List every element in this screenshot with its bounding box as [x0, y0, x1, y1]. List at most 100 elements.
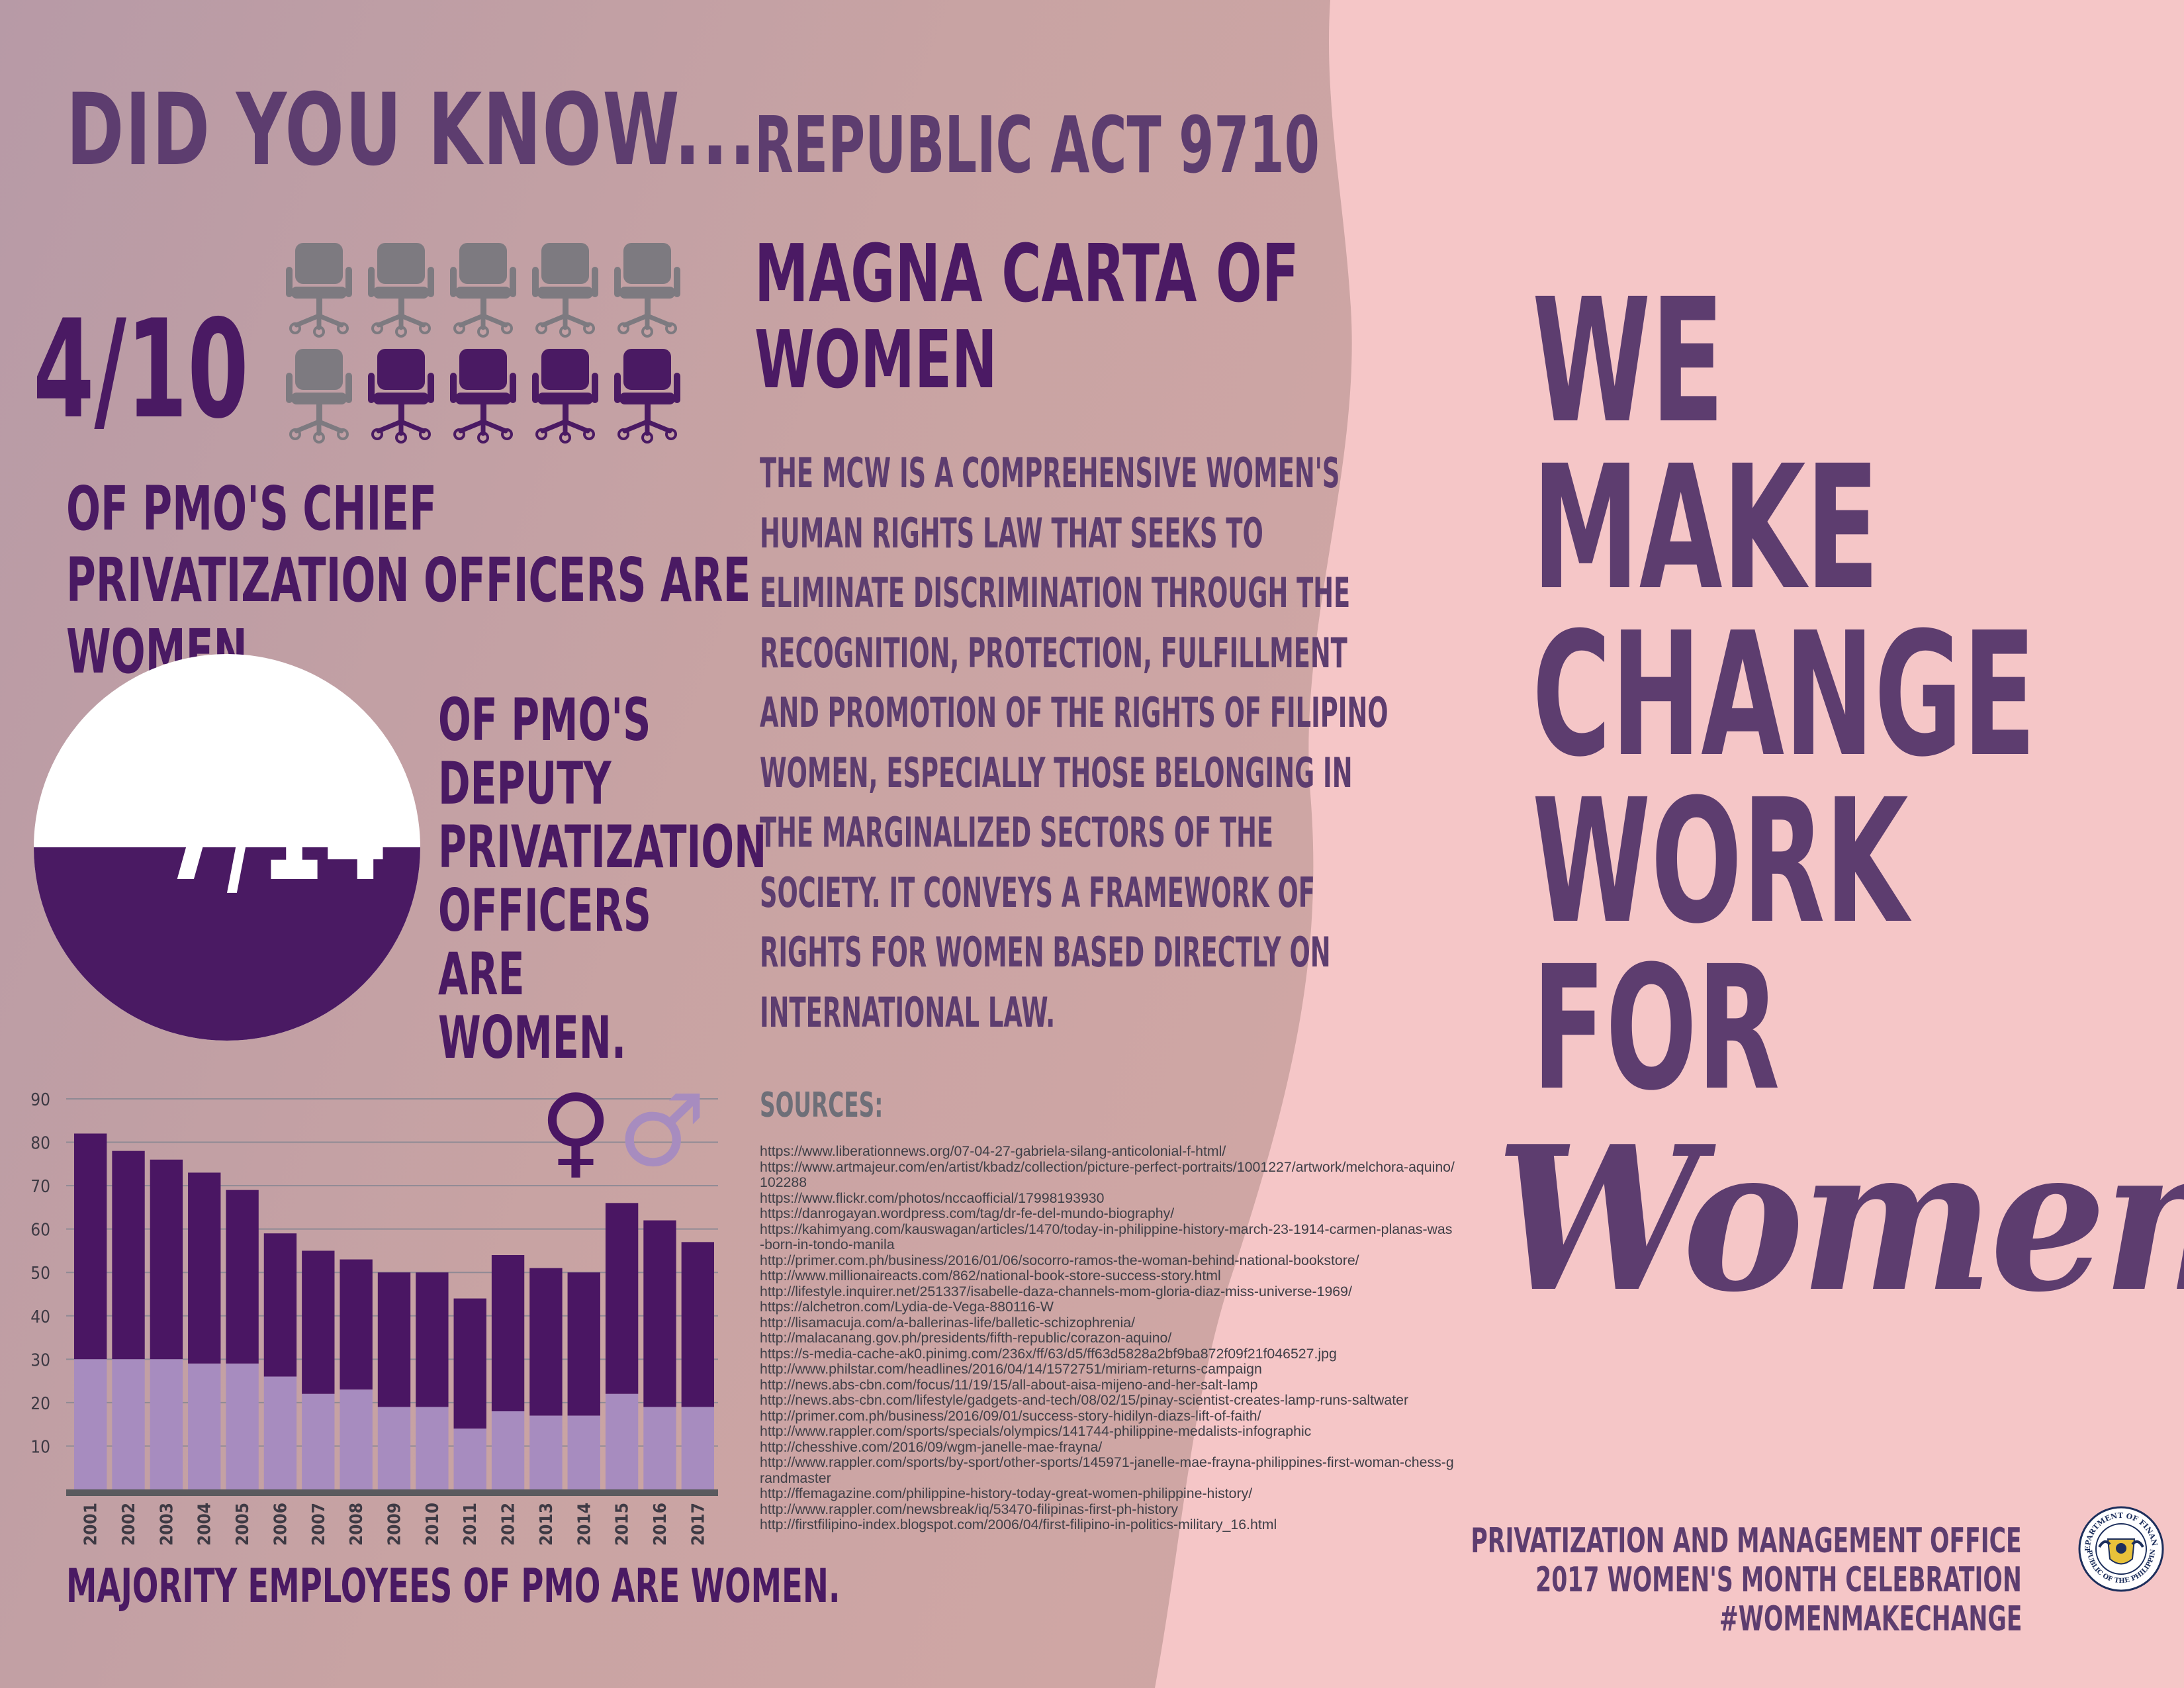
- source-link[interactable]: http://www.rappler.com/sports/specials/o…: [760, 1423, 1312, 1439]
- source-link[interactable]: http://primer.com.ph/business/2016/01/06…: [760, 1252, 1359, 1268]
- bar-women: [529, 1268, 563, 1416]
- y-tick-label: 40: [30, 1307, 50, 1327]
- bar-women: [188, 1172, 221, 1364]
- bar-men: [453, 1429, 486, 1489]
- source-link[interactable]: https://www.flickr.com/photos/nccaoffici…: [760, 1190, 1105, 1206]
- chair-icon: [614, 349, 680, 444]
- source-link[interactable]: http://primer.com.ph/business/2016/09/01…: [760, 1407, 1261, 1424]
- x-tick-label: 2009: [385, 1503, 405, 1546]
- female-symbol-icon: ♀: [539, 1079, 612, 1189]
- footer-office: PRIVATIZATION AND MANAGEMENT OFFICE: [1471, 1521, 2022, 1561]
- source-link[interactable]: https://www.liberationnews.org/07-04-27-…: [760, 1143, 1226, 1159]
- x-tick-label: 2001: [81, 1503, 101, 1546]
- x-tick-label: 2014: [574, 1503, 594, 1546]
- footer-event: 2017 WOMEN'S MONTH CELEBRATION: [1535, 1560, 2022, 1600]
- bar-women: [263, 1233, 297, 1377]
- bar-women: [416, 1272, 449, 1407]
- male-symbol-icon: ♂: [617, 1079, 706, 1189]
- x-tick-label: 2015: [613, 1503, 633, 1546]
- chief-fraction: 4/10: [33, 291, 249, 449]
- magna-carta-description: THE MCW IS A COMPREHENSIVE WOMEN'S HUMAN…: [760, 449, 1388, 1037]
- sources-list: https://www.liberationnews.org/07-04-27-…: [760, 1143, 1455, 1533]
- y-tick-label: 20: [30, 1394, 50, 1414]
- slogan: WE MAKE CHANGE WORK FOR: [1532, 262, 2184, 1128]
- magna-carta-title: MAGNA CARTA OF WOMEN: [754, 228, 1299, 406]
- slogan-line: FOR: [1532, 929, 1780, 1128]
- deputy-officers-text: OF PMO'S DEPUTY PRIVATIZATION OFFICERS A…: [438, 686, 767, 1072]
- bar-men: [416, 1407, 449, 1489]
- source-link[interactable]: http://www.philstar.com/headlines/2016/0…: [760, 1361, 1262, 1377]
- source-link[interactable]: http://www.rappler.com/sports/by-sport/o…: [760, 1454, 1454, 1486]
- source-link[interactable]: http://malacanang.gov.ph/presidents/fift…: [760, 1330, 1172, 1346]
- footer-hashtag: #WOMENMAKECHANGE: [1719, 1599, 2022, 1639]
- y-tick-label: 50: [30, 1264, 50, 1284]
- chair-icon: [368, 349, 434, 444]
- source-link[interactable]: http://lisamacuja.com/a-ballerinas-life/…: [760, 1314, 1135, 1331]
- bar-men: [226, 1363, 259, 1489]
- x-tick-label: 2005: [233, 1503, 253, 1546]
- department-of-finance-seal: DEPARTMENT OF FINANCE REPUBLIC OF THE PH…: [2078, 1506, 2164, 1592]
- chair-icon: [532, 243, 598, 338]
- x-tick-label: 2008: [347, 1503, 367, 1546]
- x-tick-label: 2006: [271, 1503, 291, 1546]
- x-tick-label: 2013: [537, 1503, 557, 1546]
- y-tick-label: 90: [30, 1090, 50, 1110]
- x-tick-label: 2007: [309, 1503, 329, 1546]
- bar-women: [643, 1220, 676, 1407]
- bar-women: [302, 1250, 335, 1394]
- slogan-line: WORK: [1532, 763, 1909, 961]
- deputy-fraction: 7/14: [163, 741, 387, 915]
- y-tick-label: 10: [30, 1437, 50, 1457]
- chair-icon: [614, 243, 680, 338]
- source-link[interactable]: https://kahimyang.com/kauswagan/articles…: [760, 1221, 1453, 1252]
- source-link[interactable]: http://news.abs-cbn.com/focus/11/19/15/a…: [760, 1376, 1258, 1393]
- republic-act-title: REPUBLIC ACT 9710: [754, 99, 1320, 191]
- source-link[interactable]: http://firstfilipino-index.blogspot.com/…: [760, 1517, 1277, 1532]
- bar-men: [529, 1415, 563, 1489]
- source-link[interactable]: https://alchetron.com/Lydia-de-Vega-8801…: [760, 1299, 1054, 1315]
- slogan-line: WE: [1532, 262, 1725, 461]
- source-link[interactable]: http://www.millionaireacts.com/862/natio…: [760, 1268, 1221, 1284]
- deputy-circle: [34, 654, 420, 1041]
- y-tick-label: 30: [30, 1350, 50, 1370]
- bar-women: [74, 1133, 107, 1360]
- bar-women: [453, 1298, 486, 1429]
- x-tick-label: 2002: [119, 1503, 139, 1546]
- bar-men: [263, 1376, 297, 1489]
- source-link[interactable]: http://www.rappler.com/newsbreak/iq/5347…: [760, 1501, 1179, 1517]
- bar-men: [567, 1415, 600, 1489]
- slogan-line: CHANGE: [1532, 596, 2036, 794]
- bar-men: [643, 1407, 676, 1489]
- bar-men: [340, 1389, 373, 1489]
- bar-men: [302, 1393, 335, 1489]
- x-tick-label: 2016: [651, 1503, 670, 1546]
- bar-women: [112, 1150, 145, 1360]
- x-tick-label: 2017: [688, 1503, 708, 1546]
- chart-caption: MAJORITY EMPLOYEES OF PMO ARE WOMEN.: [66, 1559, 841, 1613]
- sources-label: SOURCES:: [760, 1086, 884, 1125]
- chair-icon: [286, 349, 352, 444]
- chart-baseline: [66, 1489, 718, 1496]
- bar-men: [605, 1393, 639, 1489]
- x-tick-label: 2010: [423, 1503, 443, 1546]
- bar-women: [340, 1259, 373, 1390]
- source-link[interactable]: https://danrogayan.wordpress.com/tag/dr-…: [760, 1205, 1175, 1221]
- source-link[interactable]: https://www.artmajeur.com/en/artist/kbad…: [760, 1158, 1455, 1190]
- chair-icon: [286, 243, 352, 338]
- source-link[interactable]: http://lifestyle.inquirer.net/251337/isa…: [760, 1283, 1352, 1299]
- x-tick-label: 2012: [499, 1503, 519, 1546]
- source-link[interactable]: http://chesshive.com/2016/09/wgm-janelle…: [760, 1438, 1103, 1455]
- source-link[interactable]: https://s-media-cache-ak0.pinimg.com/236…: [760, 1345, 1337, 1362]
- x-tick-label: 2003: [157, 1503, 177, 1546]
- source-link[interactable]: http://ffemagazine.com/philippine-histor…: [760, 1485, 1253, 1501]
- bar-women: [377, 1272, 411, 1407]
- chairs-pictogram: [286, 243, 680, 444]
- x-tick-label: 2004: [195, 1503, 215, 1546]
- bar-women: [605, 1203, 639, 1394]
- bar-women: [491, 1255, 525, 1411]
- did-you-know-title: DID YOU KNOW...: [66, 73, 757, 188]
- chief-officers-text: OF PMO'S CHIEF PRIVATIZATION OFFICERS AR…: [66, 473, 751, 687]
- source-link[interactable]: http://news.abs-cbn.com/lifestyle/gadget…: [760, 1392, 1409, 1408]
- y-tick-label: 80: [30, 1134, 50, 1154]
